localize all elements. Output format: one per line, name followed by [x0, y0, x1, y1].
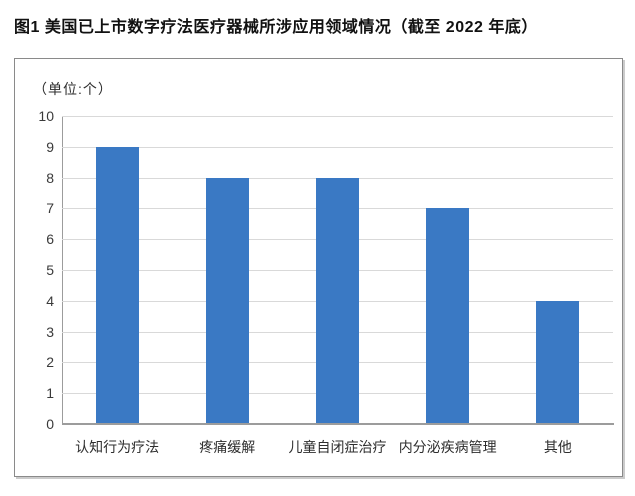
- unit-label: （单位:个）: [33, 81, 113, 97]
- y-tick-label-7: 7: [46, 200, 54, 217]
- gridline-y-10: [62, 116, 613, 117]
- bar-儿童自闭症治疗: [316, 177, 359, 424]
- y-tick-label-2: 2: [46, 354, 54, 371]
- y-tick-label-5: 5: [46, 262, 54, 278]
- x-cat-label-儿童自闭症治疗: 儿童自闭症治疗: [288, 439, 387, 455]
- y-tick-label-8: 8: [46, 169, 54, 186]
- y-tick-label-4: 4: [46, 292, 54, 309]
- x-cat-label-其他: 其他: [543, 439, 572, 455]
- chart-frame: （单位:个） 0 1 2 3 4 5 6 7 8 9 10 认知行为疗法 疼痛缓解 儿童自闭症治疗 内分泌…: [14, 58, 623, 477]
- bar-认知行为疗法: [95, 146, 139, 424]
- bar-内分泌疾病管理: [426, 208, 470, 424]
- y-tick-label-9: 9: [46, 138, 54, 155]
- y-tick-label-6: 6: [46, 231, 54, 248]
- x-axis-line: [62, 423, 614, 425]
- y-tick-label-0: 0: [46, 416, 54, 432]
- bar-其他: [536, 300, 580, 424]
- x-cat-label-内分泌疾病管理: 内分泌疾病管理: [398, 439, 497, 455]
- x-cat-label-疼痛缓解: 疼痛缓解: [199, 439, 256, 455]
- bar-疼痛缓解: [205, 177, 249, 424]
- plot-area: [62, 116, 613, 424]
- y-tick-label-10: 10: [38, 108, 54, 124]
- x-cat-label-认知行为疗法: 认知行为疗法: [75, 439, 160, 455]
- figure-title: 图1 美国已上市数字疗法医疗器械所涉应用领域情况（截至 2022 年底）: [14, 19, 538, 36]
- y-tick-label-3: 3: [46, 323, 54, 340]
- y-tick-label-1: 1: [46, 385, 54, 402]
- gridline-y-9: [62, 146, 613, 148]
